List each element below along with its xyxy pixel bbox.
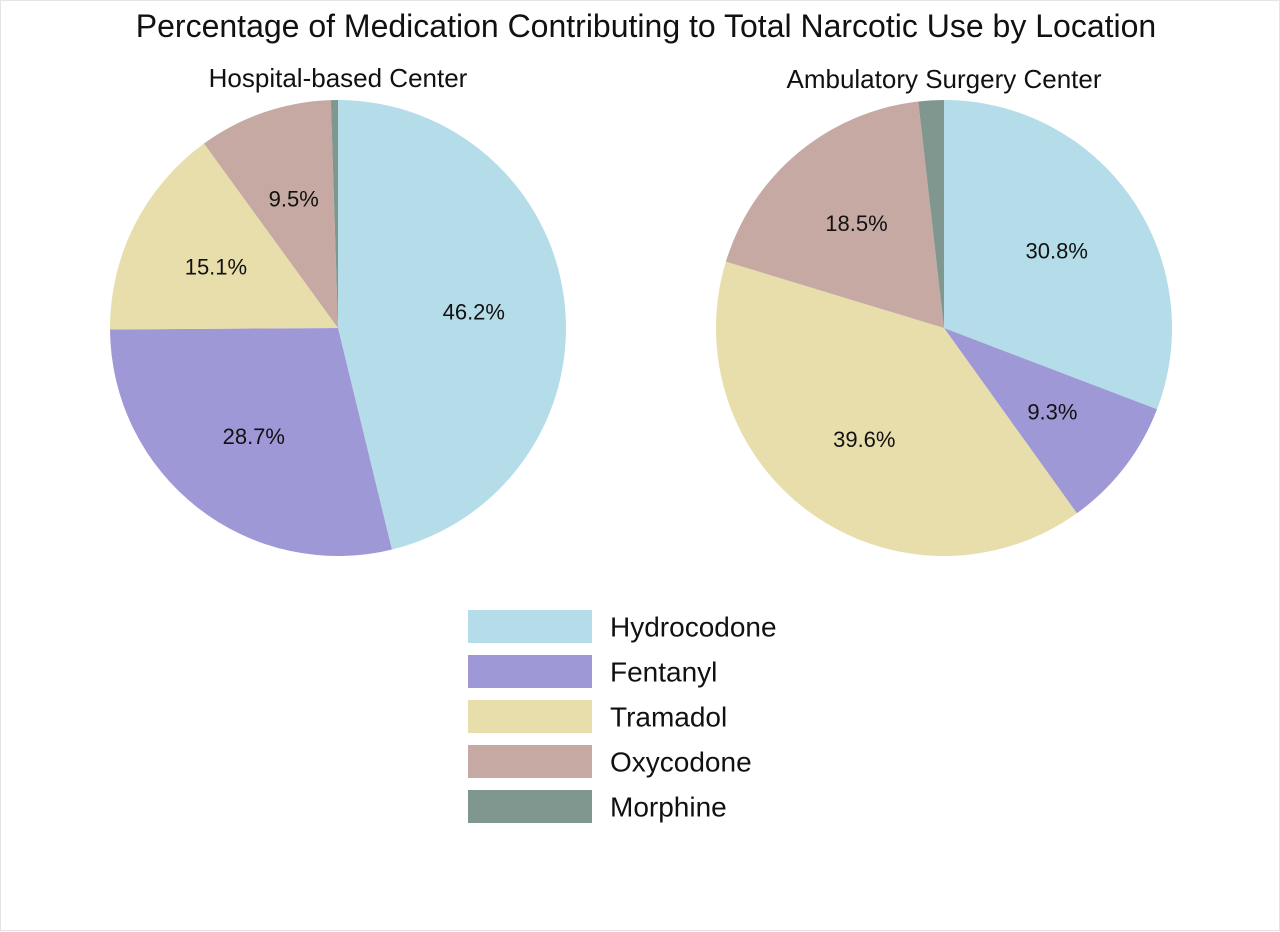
pie-slices-hospital <box>109 99 566 556</box>
pie-slice-hydrocodone <box>944 100 1173 410</box>
pie-labels-ambulatory: 30.8% 9.3% 39.6% 18.5% <box>825 211 1088 452</box>
slice-label-fentanyl: 28.7% <box>223 424 285 449</box>
pie-slice-fentanyl <box>944 328 1158 514</box>
slice-label-fentanyl: 9.3% <box>1027 400 1077 425</box>
pie-slice-hydrocodone <box>338 100 566 550</box>
slice-label-oxycodone: 9.5% <box>269 187 319 212</box>
slice-label-oxycodone: 18.5% <box>825 211 887 236</box>
legend-label-fentanyl: Fentanyl <box>610 657 717 688</box>
legend-swatch-hydrocodone <box>468 610 592 643</box>
pie-slice-oxycodone <box>725 101 944 329</box>
chart-title: Percentage of Medication Contributing to… <box>136 8 1156 44</box>
slice-label-tramadol: 39.6% <box>833 427 895 452</box>
legend-label-hydrocodone: Hydrocodone <box>610 612 777 643</box>
legend-label-oxycodone: Oxycodone <box>610 747 752 778</box>
legend-swatch-oxycodone <box>468 745 592 778</box>
legend-swatch-fentanyl <box>468 655 592 688</box>
pie-slice-tramadol <box>109 143 339 330</box>
slice-label-tramadol: 15.1% <box>185 254 247 279</box>
pie-slice-oxycodone <box>203 100 338 328</box>
legend-swatch-morphine <box>468 790 592 823</box>
pie-slice-morphine <box>918 100 944 328</box>
slice-label-hydrocodone: 30.8% <box>1026 238 1088 263</box>
pie-slice-fentanyl <box>110 328 392 556</box>
pie-slice-morphine <box>330 99 338 328</box>
legend-label-tramadol: Tramadol <box>610 702 727 733</box>
legend-swatch-tramadol <box>468 700 592 733</box>
pie-labels-hospital: 46.2% 28.7% 15.1% 9.5% <box>185 187 505 449</box>
legend-label-morphine: Morphine <box>610 792 727 823</box>
pie-ambulatory-surgery-center: Ambulatory Surgery Center 30.8% 9.3% 39.6%… <box>716 64 1173 556</box>
pie-title-hospital: Hospital-based Center <box>209 63 468 93</box>
pie-title-ambulatory: Ambulatory Surgery Center <box>786 64 1101 94</box>
chart-legend: Hydrocodone Fentanyl Tramadol Oxycodone Morp… <box>468 610 777 823</box>
pie-hospital-based-center: Hospital-based Center 46.2% 28.7% 15.1% 9.5… <box>109 63 566 556</box>
pie-slice-tramadol <box>716 261 1077 556</box>
pie-slices-ambulatory <box>716 100 1173 556</box>
slice-label-hydrocodone: 46.2% <box>443 300 505 325</box>
